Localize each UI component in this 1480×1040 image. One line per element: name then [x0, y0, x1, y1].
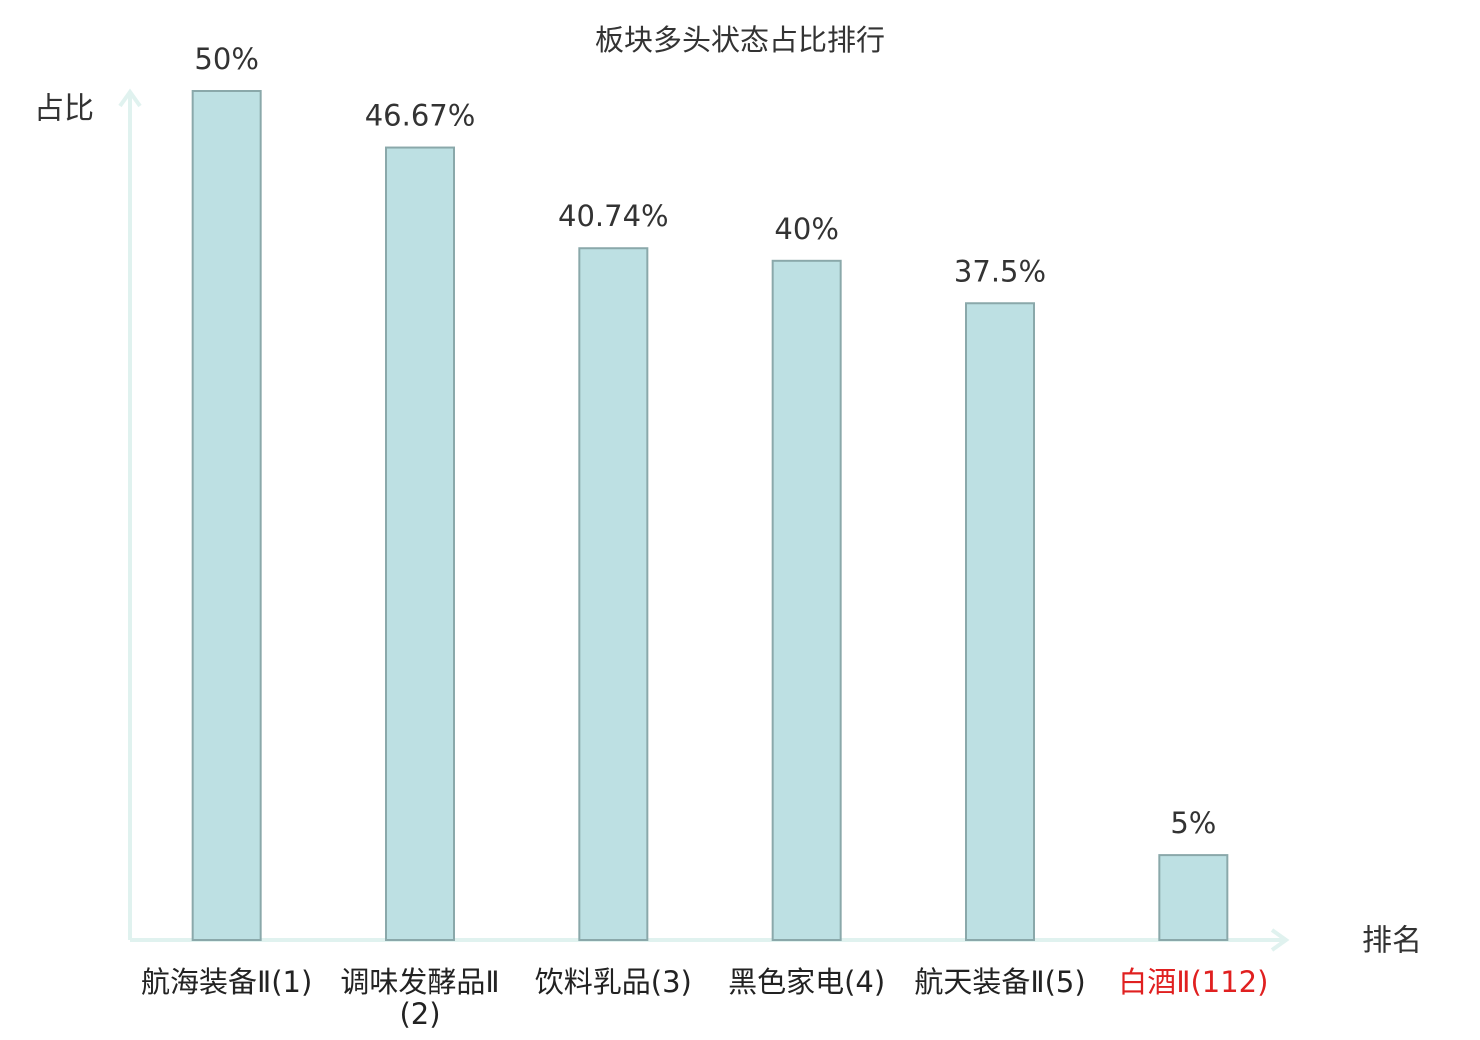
value-label: 40%: [774, 212, 838, 246]
value-label: 46.67%: [365, 99, 476, 133]
chart-title: 板块多头状态占比排行: [595, 23, 885, 57]
x-tick-label: 黑色家电(4): [728, 965, 886, 999]
x-tick-label: 白酒Ⅱ(112): [1118, 965, 1269, 999]
axes: [118, 88, 1290, 952]
x-tick-label: 航天装备Ⅱ(5): [914, 965, 1086, 999]
bar: [771, 259, 842, 941]
value-label: 40.74%: [558, 199, 669, 233]
bar: [578, 247, 649, 941]
value-label: 50%: [194, 42, 258, 76]
x-axis-label: 排名: [1362, 924, 1422, 959]
bar: [965, 302, 1035, 941]
bar: [191, 90, 262, 941]
y-axis-label: 占比: [34, 92, 94, 127]
value-label: 37.5%: [954, 254, 1046, 288]
bar: [385, 146, 455, 941]
value-label: 5%: [1170, 806, 1216, 840]
x-tick-label: 饮料乳品(3): [534, 965, 692, 999]
x-tick-label: 航海装备Ⅱ(1): [140, 965, 313, 999]
x-tick-label: 调味发酵品Ⅱ(2): [340, 965, 500, 1031]
bar: [1158, 854, 1229, 941]
